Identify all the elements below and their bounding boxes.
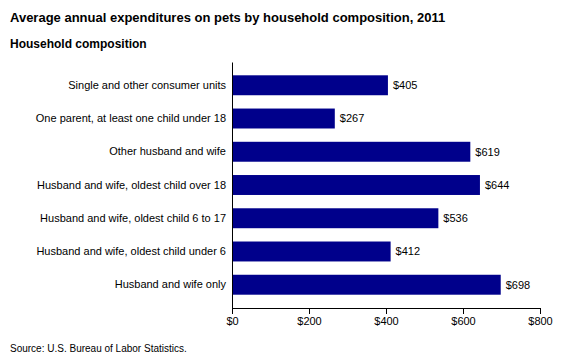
bar: [232, 75, 388, 95]
x-axis: $0 $200 $400 $600 $800: [226, 308, 552, 327]
tick-mark: [463, 308, 464, 314]
tick: One parent, at least one child under 18: [36, 112, 226, 124]
tick-label: Husband and wife only: [115, 278, 227, 290]
bar: [232, 242, 391, 262]
bar: [232, 175, 480, 195]
axis-line: [232, 63, 233, 309]
tick-label: $600: [451, 315, 475, 327]
data-label: $412: [396, 245, 420, 257]
tick: Husband and wife, oldest child under 6: [36, 245, 226, 257]
tick-label: Husband and wife, oldest child 6 to 17: [40, 212, 226, 224]
tick-label: Single and other consumer units: [68, 79, 226, 91]
tick-label: Husband and wife, oldest child under 6: [36, 245, 226, 257]
data-labels: $405 $267 $619 $644 $536 $412 $698: [340, 79, 530, 290]
bar: [232, 109, 335, 129]
tick: $800: [528, 308, 552, 327]
bar: [232, 142, 470, 162]
bar: [232, 208, 438, 228]
tick-label: $200: [297, 315, 321, 327]
tick-label: $0: [226, 315, 238, 327]
bars: [232, 75, 501, 294]
tick-label: $400: [374, 315, 398, 327]
data-label: $619: [475, 146, 499, 158]
tick-mark: [232, 308, 233, 314]
bar: [232, 275, 501, 295]
tick: $600: [451, 308, 475, 327]
axis-line: [233, 309, 541, 315]
title: Average annual expenditures on pets by h…: [10, 10, 445, 25]
y-axis-title: Household composition: [10, 37, 147, 51]
tick: $0: [226, 308, 238, 327]
tick-mark: [540, 308, 541, 314]
y-axis: Single and other consumer units One paren…: [36, 63, 233, 309]
tick: Husband and wife, oldest child over 18: [37, 179, 226, 191]
annotation: Source: U.S. Bureau of Labor Statistics.: [10, 343, 187, 354]
data-label: $405: [393, 79, 417, 91]
tick: Single and other consumer units: [68, 79, 226, 91]
tick-label: Husband and wife, oldest child over 18: [37, 179, 226, 191]
tick: $200: [297, 308, 321, 327]
tick-mark: [386, 308, 387, 314]
tick-label: $800: [528, 315, 552, 327]
tick: Husband and wife, oldest child 6 to 17: [40, 212, 226, 224]
data-label: $644: [485, 179, 509, 191]
plot: $0 $200 $400 $600 $800 Single and other consu…: [36, 63, 553, 327]
tick-label: Other husband and wife: [109, 145, 226, 157]
tick: Other husband and wife: [109, 145, 226, 157]
data-label: $698: [506, 279, 530, 291]
tick: $400: [374, 308, 398, 327]
tick: Husband and wife only: [115, 278, 227, 290]
tick-label: One parent, at least one child under 18: [36, 112, 226, 124]
tick-mark: [309, 308, 310, 314]
data-label: $267: [340, 112, 364, 124]
chart: Average annual expenditures on pets by h…: [0, 0, 580, 360]
data-label: $536: [443, 212, 467, 224]
